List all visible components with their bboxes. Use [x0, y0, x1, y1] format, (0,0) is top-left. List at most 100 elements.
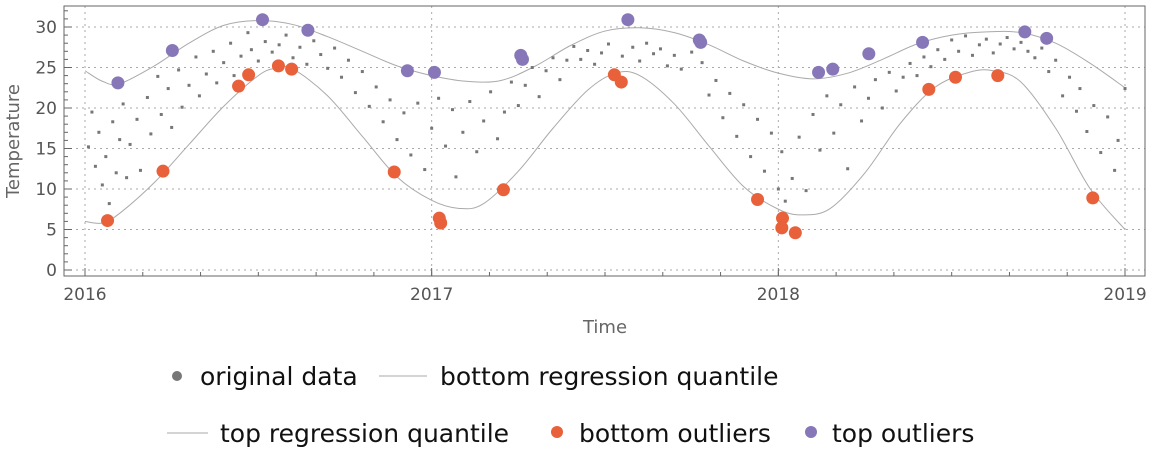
data-point [496, 137, 500, 141]
data-point [887, 70, 891, 74]
data-point [544, 69, 548, 73]
regression-curves [84, 20, 1126, 230]
data-point [437, 96, 441, 100]
data-point [1026, 49, 1030, 53]
data-point [489, 90, 493, 94]
data-point [270, 50, 274, 54]
top-outlier-point [826, 62, 840, 76]
data-point [818, 148, 822, 152]
data-point [475, 150, 479, 154]
data-point [728, 91, 732, 95]
data-point [658, 47, 662, 51]
legend-label: top outliers [832, 419, 974, 448]
y-tick-label: 25 [35, 59, 57, 79]
top-outlier-point [916, 35, 930, 49]
data-point [1054, 58, 1058, 62]
bottom-outlier-point [775, 221, 789, 235]
data-point [454, 175, 458, 179]
data-point [239, 54, 243, 58]
data-point [769, 131, 773, 135]
data-point [222, 61, 226, 65]
data-point [197, 94, 201, 98]
data-point [551, 56, 555, 60]
bottom-outlier-point [1086, 191, 1100, 205]
data-point [381, 120, 385, 124]
data-point [690, 50, 694, 54]
data-point [416, 101, 420, 105]
data-point [249, 48, 253, 52]
bottom-outlier-point [614, 75, 628, 89]
data-point [402, 111, 406, 115]
y-tick-label: 5 [46, 221, 57, 241]
data-point [922, 55, 926, 59]
data-point [215, 81, 219, 85]
data-point [714, 78, 718, 82]
top-outlier-point [427, 65, 441, 79]
legend-item-original-data: original data [172, 362, 358, 391]
data-point [679, 67, 683, 71]
bottom-outlier-point [776, 211, 790, 225]
bottom-outlier-point [387, 165, 401, 179]
data-point [1074, 109, 1078, 113]
bottom-outlier-point [101, 214, 115, 228]
data-point [509, 80, 513, 84]
data-point [145, 95, 149, 99]
data-point [593, 62, 597, 66]
bottom-outlier-point [242, 68, 256, 82]
data-point [565, 58, 569, 62]
data-point [340, 75, 344, 79]
x-axis-label: Time [582, 317, 627, 338]
bottom-outlier-point [434, 216, 448, 230]
data-point [631, 45, 635, 49]
legend-label: bottom outliers [579, 419, 771, 448]
bottom-outlier-point [156, 164, 170, 178]
data-point [138, 168, 142, 172]
data-point [600, 51, 604, 55]
bottom-outlier-point [922, 82, 936, 96]
tick-labels: 2016 2017 2018 2019 0 5 10 15 20 25 30 [35, 18, 1146, 305]
data-point [374, 85, 378, 89]
legend-label: bottom regression quantile [440, 362, 779, 391]
data-point [1085, 129, 1089, 133]
data-point [957, 49, 961, 53]
data-point [263, 40, 267, 44]
data-point [915, 74, 919, 78]
legend: original data bottom regression quantile… [167, 362, 974, 448]
data-point [187, 83, 191, 87]
bottom-outlier-point [991, 69, 1005, 83]
data-point [991, 51, 995, 55]
data-point [908, 61, 912, 65]
data-point [298, 45, 302, 49]
data-point [530, 66, 534, 69]
data-point [409, 153, 413, 157]
data-point [1113, 168, 1117, 172]
y-axis-label: Temperature [3, 84, 24, 199]
data-point [1068, 75, 1072, 79]
data-point [135, 117, 139, 121]
data-point [943, 57, 947, 61]
x-tick-label: 2016 [63, 285, 106, 305]
data-point [149, 132, 153, 136]
y-tick-label: 20 [35, 99, 57, 119]
legend-marker-bottom-outliers [551, 426, 563, 438]
data-point [811, 112, 815, 116]
top-outlier-point [165, 43, 179, 57]
data-point [742, 103, 746, 107]
data-point [166, 87, 170, 91]
data-point [839, 103, 843, 107]
data-point [749, 155, 753, 159]
legend-marker-original-data [172, 371, 182, 381]
data-point [846, 167, 850, 171]
data-point [620, 54, 624, 58]
data-point [388, 98, 392, 102]
data-point [104, 155, 108, 159]
data-point [121, 102, 125, 106]
data-point [90, 110, 94, 114]
top-outlier-point [862, 47, 876, 61]
data-point [194, 55, 198, 59]
top-outlier-point [111, 76, 125, 90]
data-point [353, 91, 357, 95]
data-point [1033, 56, 1037, 60]
data-point [170, 125, 174, 129]
data-point [346, 58, 350, 62]
